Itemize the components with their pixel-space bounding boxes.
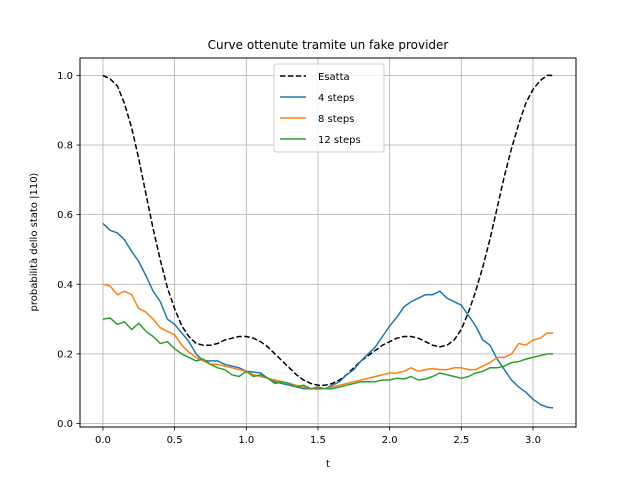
y-tick-label: 0.2 <box>57 349 73 360</box>
x-tick-label: 1.5 <box>310 435 326 446</box>
series-line-0 <box>102 74 554 386</box>
y-tick-label: 1.0 <box>57 71 73 82</box>
legend-label: 4 steps <box>318 93 354 104</box>
y-tick-label: 0.0 <box>57 419 73 430</box>
legend: Esatta 4 steps 8 steps 12 steps <box>273 63 385 153</box>
plot-frame <box>79 57 577 428</box>
y-tick-label: 0.4 <box>57 280 73 291</box>
x-tick-label: 0.0 <box>95 435 111 446</box>
legend-box <box>273 63 385 153</box>
axis-ticks: 0.0 0.5 1.0 1.5 2.0 2.5 3.0 0.0 0.2 0.4 0.6 0.8 1.0 <box>57 71 541 446</box>
y-tick-label: 0.6 <box>57 210 73 221</box>
y-axis-label: probabilità dello stato |110⟩ <box>28 172 40 311</box>
x-tick-label: 1.0 <box>238 435 254 446</box>
chart-title: Curve ottenute tramite un fake provider <box>208 38 449 52</box>
series-line-2 <box>102 283 554 391</box>
series-line-1 <box>102 222 554 409</box>
x-tick-label: 3.0 <box>525 435 541 446</box>
series-line-3 <box>102 317 554 390</box>
plot-series <box>102 74 554 409</box>
legend-label: 8 steps <box>318 114 354 125</box>
x-tick-label: 2.0 <box>382 435 398 446</box>
x-tick-label: 2.5 <box>453 435 469 446</box>
x-tick-label: 0.5 <box>167 435 183 446</box>
x-axis-label: t <box>326 459 330 470</box>
legend-label: Esatta <box>318 72 350 83</box>
legend-label: 12 steps <box>318 135 361 146</box>
y-tick-label: 0.8 <box>57 141 73 152</box>
